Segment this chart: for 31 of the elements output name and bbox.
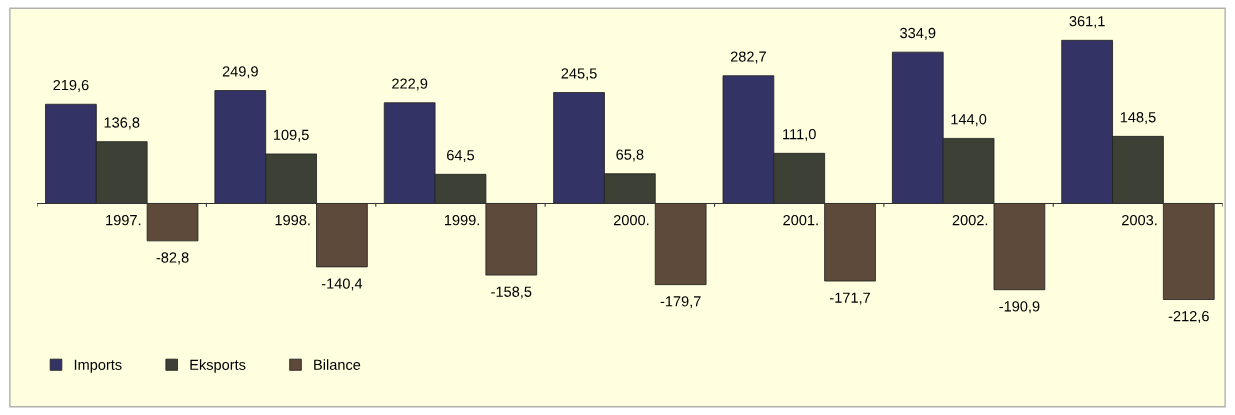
legend-label: Bilance [314,359,361,370]
data-label: 64,5 [447,150,475,163]
data-label: 334,9 [900,27,936,40]
data-label: 144,0 [951,114,987,127]
data-label: 219,6 [53,79,89,92]
data-label: -82,8 [156,252,189,265]
x-tick-label: 2003. [1122,214,1157,226]
x-tick-label: 2000. [613,214,649,226]
data-label: 361,1 [1069,16,1105,29]
legend-label: Imports [74,359,122,373]
data-label: 109,5 [273,129,309,142]
data-label: 111,0 [783,128,816,142]
data-label: -171,7 [830,292,870,305]
data-label: 282,7 [730,51,766,64]
x-tick-label: 1997. [106,214,141,226]
data-label: -158,5 [491,286,532,299]
data-label: -140,4 [321,278,363,291]
data-label: -212,6 [1168,311,1209,324]
x-tick-label: 2001. [783,214,818,226]
data-label: 245,5 [561,68,597,81]
x-tick-label: 1998. [275,214,310,226]
data-label: 249,9 [222,66,258,79]
data-label: -190,9 [999,301,1040,314]
data-label: -179,7 [660,296,701,309]
data-label: 148,5 [1120,112,1156,125]
data-label: 136,8 [104,117,140,130]
data-label: 222,9 [392,78,428,91]
x-tick-label: 2002. [952,214,988,226]
data-label: 65,8 [616,149,644,162]
x-tick-label: 1999. [444,214,479,226]
legend-label: Eksports [190,359,246,373]
